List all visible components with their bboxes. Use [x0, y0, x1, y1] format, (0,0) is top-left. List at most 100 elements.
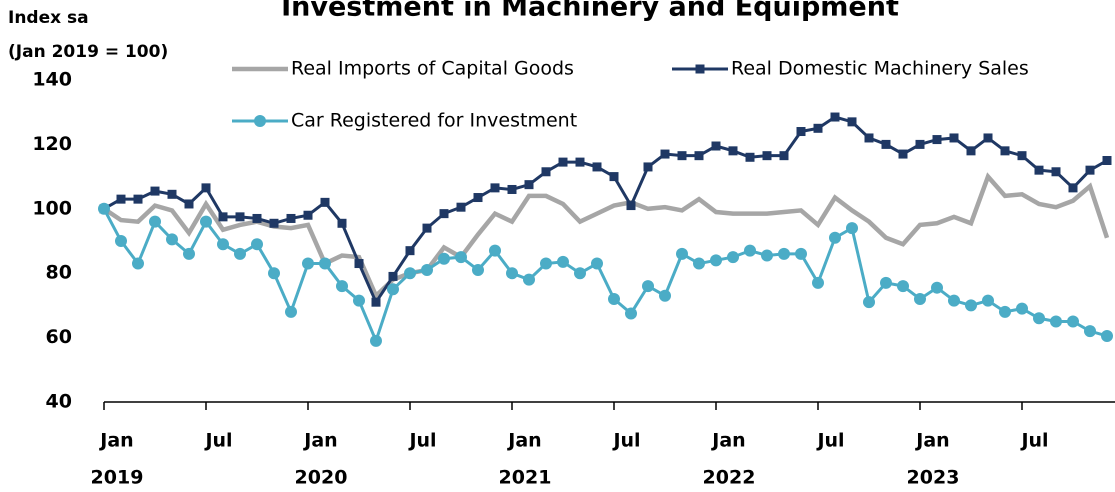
marker	[932, 135, 942, 145]
marker	[150, 186, 160, 196]
marker	[422, 223, 432, 233]
marker	[1050, 315, 1062, 328]
marker	[983, 133, 993, 143]
marker	[1068, 183, 1078, 193]
x-group-label: 2021	[499, 467, 552, 489]
marker	[269, 218, 279, 228]
marker	[745, 152, 755, 162]
marker	[302, 257, 314, 270]
marker	[133, 194, 143, 204]
x-tick-label: Jul	[815, 430, 844, 452]
y-tick-label: 140	[32, 69, 72, 91]
marker	[371, 297, 381, 307]
x-group-label: 2023	[907, 467, 960, 489]
legend-label: Real Imports of Capital Goods	[291, 58, 574, 80]
marker	[626, 201, 636, 211]
marker	[540, 257, 552, 270]
marker	[795, 247, 807, 260]
x-tick-label: Jan	[98, 430, 133, 452]
marker	[1067, 315, 1079, 328]
marker	[489, 244, 501, 257]
marker	[472, 263, 484, 276]
marker	[694, 151, 704, 161]
marker	[286, 213, 296, 223]
marker	[677, 151, 687, 161]
marker	[439, 209, 449, 219]
marker	[1034, 165, 1044, 175]
legend-label: Car Registered for Investment	[291, 110, 577, 132]
marker	[608, 292, 620, 305]
marker	[353, 294, 365, 307]
marker	[254, 115, 266, 127]
marker	[1000, 146, 1010, 156]
marker	[354, 259, 364, 269]
marker	[643, 162, 653, 172]
marker	[455, 251, 467, 264]
marker	[1033, 312, 1045, 325]
marker	[659, 289, 671, 302]
x-group-label: 2019	[91, 467, 144, 489]
marker	[779, 151, 789, 161]
y-axis-label: Index sa	[8, 8, 89, 28]
marker	[167, 189, 177, 199]
marker	[1102, 156, 1112, 165]
marker	[931, 281, 943, 294]
y-tick-label: 120	[32, 133, 72, 155]
y-tick-label: 100	[32, 197, 72, 219]
marker	[506, 267, 518, 280]
marker	[217, 238, 229, 251]
x-group-label: 2022	[703, 467, 756, 489]
marker	[116, 194, 126, 204]
marker	[200, 215, 212, 228]
marker	[575, 157, 585, 167]
marker	[473, 193, 483, 203]
marker	[676, 247, 688, 260]
marker	[218, 212, 228, 222]
marker	[574, 267, 586, 280]
marker	[183, 247, 195, 260]
marker	[948, 294, 960, 307]
marker	[966, 146, 976, 156]
marker	[727, 251, 739, 264]
marker	[965, 299, 977, 312]
x-tick-label: Jan	[914, 430, 949, 452]
marker	[388, 271, 398, 281]
marker	[609, 172, 619, 182]
marker	[285, 305, 297, 318]
marker	[796, 127, 806, 137]
marker	[234, 247, 246, 260]
x-tick-label: Jul	[1019, 430, 1048, 452]
marker	[592, 162, 602, 172]
marker	[897, 280, 909, 293]
marker	[541, 167, 551, 177]
marker	[438, 252, 450, 265]
marker	[1016, 302, 1028, 315]
marker	[863, 296, 875, 309]
marker	[405, 246, 415, 256]
marker	[320, 197, 330, 207]
marker	[812, 276, 824, 289]
marker	[370, 334, 382, 347]
marker	[830, 112, 840, 122]
marker	[778, 247, 790, 260]
marker	[557, 255, 569, 268]
marker	[864, 133, 874, 143]
marker	[166, 233, 178, 246]
marker	[319, 257, 331, 270]
marker	[132, 257, 144, 270]
marker	[421, 263, 433, 276]
marker	[336, 280, 348, 293]
marker	[303, 210, 313, 220]
marker	[660, 149, 670, 159]
marker	[642, 280, 654, 293]
x-tick-label: Jan	[302, 430, 337, 452]
marker	[456, 202, 466, 212]
marker	[761, 249, 773, 262]
marker	[762, 151, 772, 161]
marker	[524, 180, 534, 190]
marker	[591, 257, 603, 270]
marker	[744, 244, 756, 257]
series-line	[102, 208, 1108, 346]
marker	[847, 117, 857, 127]
